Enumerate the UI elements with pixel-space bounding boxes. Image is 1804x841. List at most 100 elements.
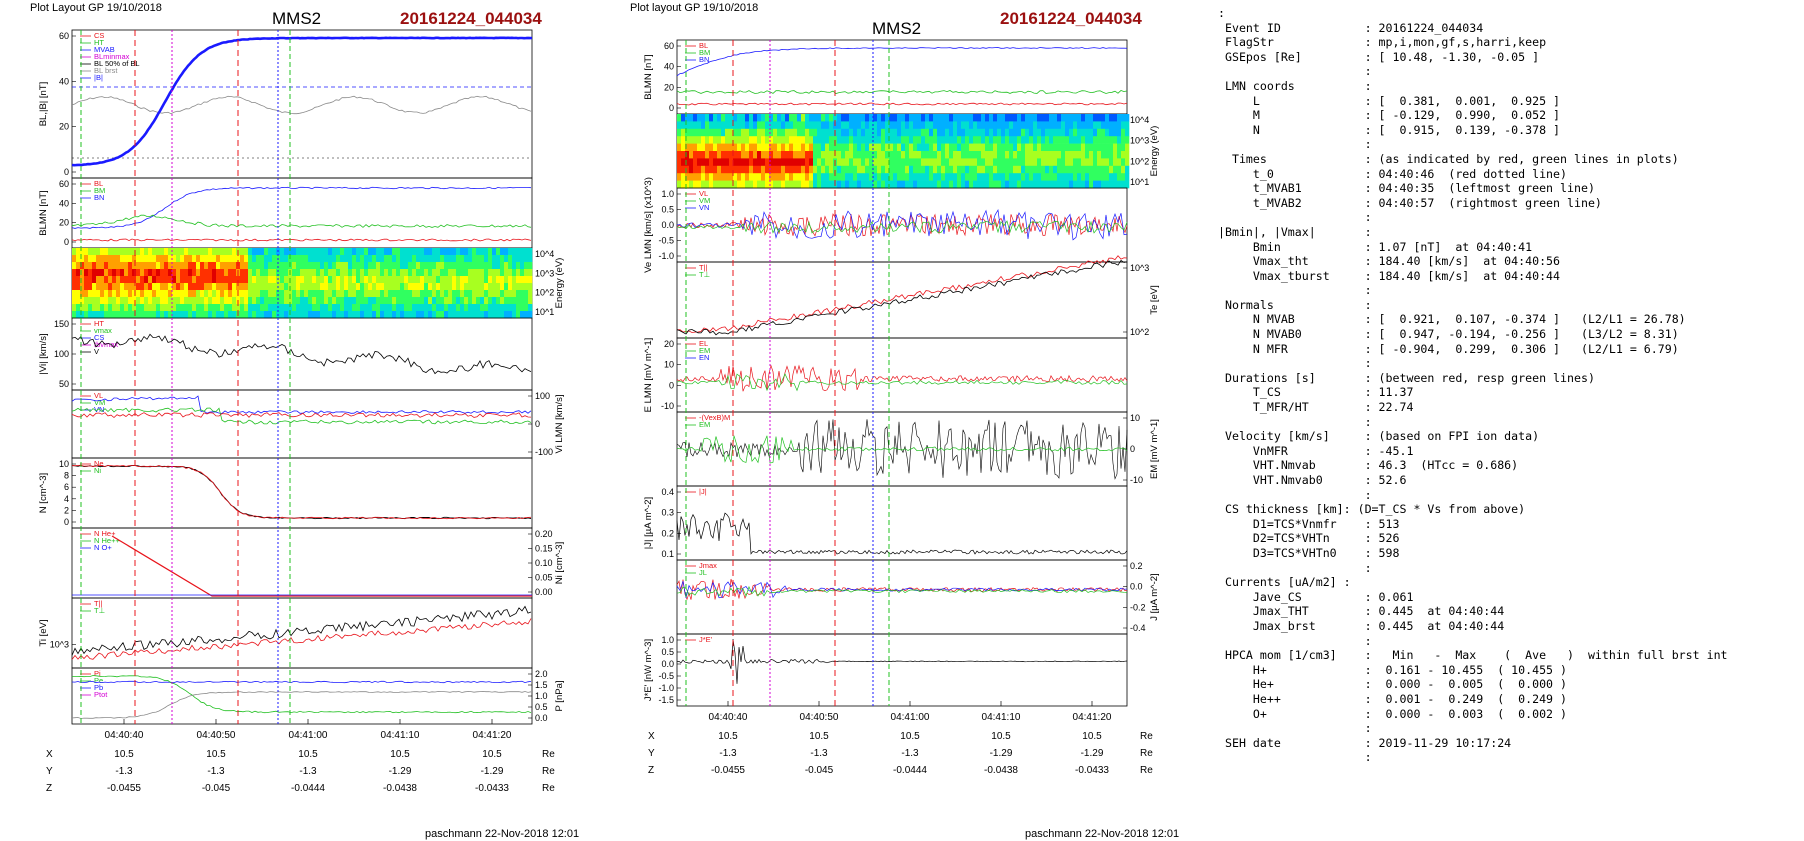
spectrogram-cell: [877, 158, 882, 167]
spectrogram-cell: [685, 158, 690, 167]
spectrogram-cell: [464, 290, 469, 298]
spectrogram-cell: [216, 297, 221, 305]
spectrogram-cell: [124, 311, 129, 319]
y-tick-label: 150: [54, 319, 69, 329]
spectrogram-cell: [160, 248, 165, 256]
spectrogram-cell: [88, 297, 93, 305]
spectrogram-cell: [236, 276, 241, 284]
spectrogram-cell: [412, 255, 417, 263]
spectrogram-cell: [504, 248, 509, 256]
spectrogram-cell: [364, 269, 369, 277]
spectrogram-cell: [352, 297, 357, 305]
spectrogram-cell: [528, 311, 533, 319]
spectrogram-cell: [677, 114, 682, 122]
y-axis-label: Vi LMN [km/s]: [554, 395, 565, 454]
spectrogram-cell: [308, 269, 313, 277]
spectrogram-cell: [484, 269, 489, 277]
spectrogram-cell: [136, 255, 141, 263]
spectrogram-cell: [460, 276, 465, 284]
info-line: Event ID : 20161224_044034: [1218, 20, 1484, 35]
spectrogram-cell: [1081, 128, 1086, 137]
y-tick-label: 0: [64, 237, 69, 247]
spectrogram-cell: [901, 158, 906, 167]
spectrogram-cell: [845, 180, 850, 189]
spectrogram-cell: [749, 136, 754, 144]
spectrogram-cell: [765, 173, 770, 181]
spectrogram-cell: [781, 173, 786, 181]
spectrogram-cell: [392, 297, 397, 305]
spectrogram-cell: [376, 276, 381, 284]
spectrogram-cell: [681, 180, 686, 189]
middle-header-event: 20161224_044034: [1000, 9, 1142, 28]
spectrogram-cell: [72, 297, 77, 305]
spectrogram-cell: [464, 311, 469, 319]
coord-value: 10.5: [206, 749, 226, 760]
spectrogram-cell: [352, 283, 357, 291]
panel-9: 1.00.50.0-0.5-1.0-1.5J*E' [nW m^-3] J*E': [643, 633, 1128, 707]
spectrogram-cell: [440, 297, 445, 305]
spectrogram-cell: [1057, 165, 1062, 174]
y-tick-label: 50: [59, 379, 69, 389]
spectrogram-cell: [905, 136, 910, 144]
spectrogram-cell: [428, 248, 433, 256]
spectrogram-cell: [1069, 128, 1074, 137]
spectrogram-cell: [368, 283, 373, 291]
spectrogram-cell: [757, 151, 762, 159]
spectrogram-cell: [512, 269, 517, 277]
vn-trace: [71, 412, 532, 419]
spectrogram-cell: [809, 136, 814, 144]
spectrogram-cell: [949, 173, 954, 181]
spectrogram-cell: [1105, 165, 1110, 174]
spectrogram-cell: [164, 297, 169, 305]
spectrogram-cell: [260, 276, 265, 284]
spectrogram-cell: [464, 262, 469, 270]
spectrogram-cell: [484, 290, 489, 298]
spectrogram-cell: [933, 173, 938, 181]
spectrogram-cell: [989, 180, 994, 189]
spectrogram-cell: [192, 255, 197, 263]
info-line: :: [1218, 64, 1372, 79]
y-tick-label: 10^1: [535, 307, 554, 317]
spectrogram-cell: [376, 297, 381, 305]
spectrogram-cell: [977, 180, 982, 189]
spectrogram-cell: [793, 173, 798, 181]
spectrogram-cell: [857, 173, 862, 181]
spectrogram-cell: [993, 128, 998, 137]
bm-trace: [71, 214, 532, 228]
spectrogram-cell: [360, 311, 365, 319]
y-tick-label: 40: [59, 76, 69, 86]
spectrogram-cell: [853, 165, 858, 174]
spectrogram-cell: [468, 248, 473, 256]
spectrogram-cell: [901, 143, 906, 152]
coord-value: 10.5: [114, 749, 134, 760]
coord-value: -0.0433: [475, 783, 509, 794]
spectrogram-cell: [981, 165, 986, 174]
spectrogram-cell: [520, 262, 525, 270]
spectrogram-cell: [400, 269, 405, 277]
spectrogram-cell: [92, 283, 97, 291]
spectrogram-cell: [853, 158, 858, 167]
spectrogram-cell: [328, 297, 333, 305]
spectrogram-cell: [316, 262, 321, 270]
y-tick-label: 10: [664, 360, 674, 370]
y-tick-label: 100: [535, 391, 550, 401]
spectrogram-cell: [336, 269, 341, 277]
spectrogram-cell: [356, 304, 361, 312]
spectrogram-cell: [813, 151, 818, 159]
spectrogram-cell: [88, 248, 93, 256]
spectrogram-cell: [292, 311, 297, 319]
info-line: FlagStr : mp,i,mon,gf,s,harri,keep: [1218, 35, 1547, 50]
spectrogram-cell: [240, 276, 245, 284]
spectrogram-cell: [400, 262, 405, 270]
spectrogram-cell: [1109, 158, 1114, 167]
spectrogram-cell: [284, 311, 289, 319]
spectrogram-cell: [132, 290, 137, 298]
spectrogram-cell: [372, 297, 377, 305]
spectrogram-cell: [765, 165, 770, 174]
spectrogram-cell: [981, 180, 986, 189]
spectrogram-cell: [368, 297, 373, 305]
legend-entry: |J|: [699, 487, 707, 496]
spectrogram-cell: [977, 173, 982, 181]
